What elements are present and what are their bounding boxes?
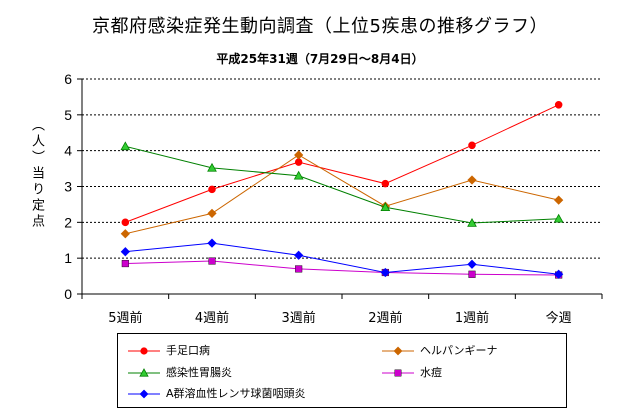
data-point — [208, 185, 216, 194]
series-line — [125, 260, 559, 276]
y-tick-label: 3 — [64, 179, 72, 195]
data-point — [554, 269, 564, 279]
x-tick-label: 1週前 — [455, 310, 489, 326]
series-line — [125, 145, 559, 224]
data-point — [468, 141, 476, 150]
series-line — [125, 242, 559, 275]
y-tick-label: 0 — [64, 286, 72, 302]
legend-label: ヘルパンギーナ — [420, 344, 498, 357]
series-line — [125, 154, 559, 235]
data-point — [293, 170, 304, 180]
legend-marker — [394, 369, 402, 377]
y-tick-label: 4 — [64, 143, 72, 159]
data-point — [381, 179, 390, 188]
data-point — [468, 270, 476, 278]
x-tick-label: 3週前 — [282, 310, 316, 326]
legend-swatch — [128, 368, 160, 377]
data-point — [380, 202, 391, 212]
legend: 手足口病 ヘルパンギーナ感染性胃腸炎 水痘 A群溶血性レンサ球菌咽頭炎 — [117, 333, 567, 408]
legend-swatch — [128, 389, 160, 399]
y-axis-label: （人）当り定点 — [29, 118, 44, 230]
data-point — [295, 265, 303, 273]
data-point — [120, 247, 130, 257]
data-point — [207, 238, 217, 248]
legend-marker — [139, 368, 149, 377]
data-point — [467, 218, 477, 227]
y-tick-label: 5 — [64, 107, 72, 123]
chart-title: 京都府感染症発生動向調査（上位5疾患の推移グラフ） — [92, 16, 548, 37]
y-tick-label: 2 — [64, 214, 72, 230]
data-point — [380, 267, 390, 278]
x-tick-label: 4週前 — [195, 310, 229, 326]
x-tick-label: 5週前 — [108, 310, 142, 326]
line-chart: 0 1 2 3 4 5 6 5週前 4週前 3週前 2週前 1週前 今週 — [64, 71, 603, 326]
data-point — [208, 257, 216, 265]
data-point — [121, 218, 130, 227]
data-point — [207, 162, 217, 172]
data-point — [467, 259, 477, 269]
data-point — [207, 208, 217, 218]
legend-label: 水痘 — [420, 366, 442, 379]
y-tick-label: 6 — [64, 71, 72, 87]
data-point — [553, 213, 564, 223]
data-point — [294, 150, 304, 160]
legend-marker — [140, 347, 148, 355]
legend-label: A群溶血性レンサ球菌咽頭炎 — [166, 387, 306, 400]
legend-swatch — [382, 369, 414, 377]
legend-label: 手足口病 — [166, 344, 210, 357]
y-tick-label: 1 — [64, 250, 72, 266]
legend-label: 感染性胃腸炎 — [166, 366, 232, 379]
data-point — [467, 175, 477, 185]
data-point — [554, 101, 563, 109]
chart-subtitle: 平成25年31週（7月29日～8月4日） — [216, 52, 424, 66]
data-point — [554, 195, 564, 205]
legend-marker — [393, 346, 403, 356]
x-tick-label: 今週 — [546, 310, 572, 326]
data-point — [120, 141, 131, 151]
legend-swatch — [128, 347, 160, 355]
data-point — [294, 250, 304, 260]
data-point — [294, 158, 303, 166]
legend-marker — [139, 389, 149, 399]
data-point — [120, 229, 130, 239]
x-tick-label: 2週前 — [368, 310, 402, 326]
series-line — [125, 104, 559, 223]
legend-swatch — [382, 346, 414, 356]
data-point — [121, 259, 129, 268]
